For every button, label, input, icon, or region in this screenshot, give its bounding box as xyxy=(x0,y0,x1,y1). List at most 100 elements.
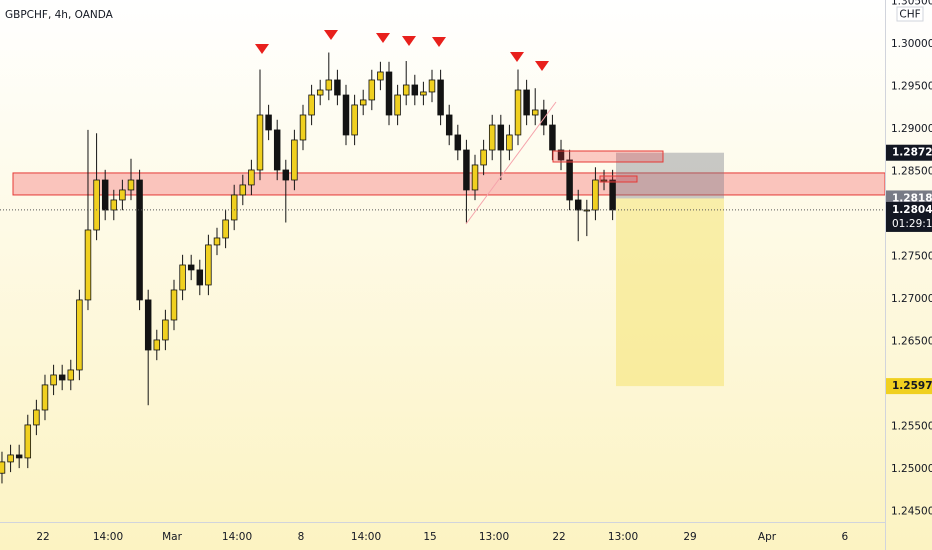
x-tick-label: 15 xyxy=(423,531,436,543)
candle-body xyxy=(600,179,608,182)
candle-body xyxy=(162,319,169,341)
x-tick-label: Apr xyxy=(758,531,777,543)
candle-body xyxy=(179,264,186,291)
candle-body xyxy=(230,194,238,221)
peak-marker xyxy=(535,61,549,71)
candle-body xyxy=(506,134,513,151)
supply-box xyxy=(552,150,664,163)
candle-body xyxy=(50,374,57,386)
candle-body xyxy=(592,179,599,211)
entry-label: 1.28183 xyxy=(892,192,932,204)
candle-body xyxy=(153,339,161,351)
candle-body xyxy=(110,199,118,211)
candle-body xyxy=(15,454,23,459)
candle-body xyxy=(445,114,453,136)
last-price-badge xyxy=(886,201,932,232)
candle-body xyxy=(308,94,315,116)
candle-body xyxy=(119,189,126,201)
candle-body xyxy=(101,179,109,211)
candle-body xyxy=(196,269,204,286)
candle-body xyxy=(67,369,75,381)
y-tick-label: 1.29500 xyxy=(891,81,932,93)
y-tick-label: 1.30000 xyxy=(891,38,932,50)
y-tick-label: 1.24500 xyxy=(891,505,932,517)
chart-title: GBPCHF, 4h, OANDA xyxy=(5,9,114,21)
candle-body xyxy=(394,94,401,116)
target-zone xyxy=(616,198,724,387)
candle-body xyxy=(170,289,178,321)
x-tick-label: 29 xyxy=(683,531,696,543)
candle-body xyxy=(265,114,272,131)
candle-body xyxy=(325,79,333,91)
y-tick-label: 1.27500 xyxy=(891,250,932,262)
supply-box xyxy=(599,175,638,183)
candle-body xyxy=(248,169,255,186)
candle-body xyxy=(33,409,40,426)
candle-body xyxy=(144,299,152,351)
candle-body xyxy=(531,109,539,116)
candle-body xyxy=(566,159,573,201)
currency-label: CHF xyxy=(899,9,920,21)
x-tick-label: 14:00 xyxy=(351,531,381,543)
y-tick-label: 1.26500 xyxy=(891,335,932,347)
last-price-label: 1.28048 xyxy=(892,204,932,216)
candle-body xyxy=(385,71,393,116)
candle-body xyxy=(213,237,221,246)
candle-body xyxy=(0,461,6,474)
x-tick-label: 14:00 xyxy=(222,531,252,543)
candle-body xyxy=(377,71,384,81)
candle-body xyxy=(420,91,427,96)
candle-body xyxy=(402,84,410,96)
trend-line xyxy=(465,101,557,225)
x-tick-label: Mar xyxy=(162,531,182,543)
candle-body xyxy=(291,139,298,181)
candle-body xyxy=(574,199,582,211)
candle-body xyxy=(342,94,350,136)
x-tick-label: 6 xyxy=(841,531,848,543)
candle-body xyxy=(471,164,479,191)
y-tick-label: 1.29000 xyxy=(891,123,932,135)
peak-marker xyxy=(324,30,338,40)
currency-box xyxy=(896,6,924,22)
candle-body xyxy=(497,124,505,151)
candle-body xyxy=(136,179,143,301)
countdown-label: 01:29:10 xyxy=(892,218,932,230)
x-tick-label: 14:00 xyxy=(93,531,123,543)
candle-body xyxy=(480,149,487,166)
candle-body xyxy=(359,99,367,106)
candle-body xyxy=(609,179,616,211)
candle-body xyxy=(351,104,358,136)
candle-body xyxy=(454,134,462,151)
candle-body xyxy=(583,209,591,212)
candle-body xyxy=(549,124,556,151)
candle-body xyxy=(368,79,376,101)
x-tick-label: 13:00 xyxy=(608,531,638,543)
candle-body xyxy=(437,79,444,116)
candle-body xyxy=(93,179,100,231)
peak-marker xyxy=(376,33,390,43)
candle-body xyxy=(523,89,530,116)
candle-body xyxy=(557,149,565,161)
peak-marker xyxy=(255,44,269,54)
x-tick-label: 13:00 xyxy=(479,531,509,543)
candle-body xyxy=(428,79,436,93)
candle-body xyxy=(316,89,324,96)
y-tick-label: 1.27000 xyxy=(891,293,932,305)
candle-body xyxy=(540,109,548,126)
candle-body xyxy=(76,299,83,371)
plot-area xyxy=(0,52,885,484)
candle-body xyxy=(222,219,229,239)
candle-body xyxy=(58,374,66,381)
candle-body xyxy=(488,124,496,151)
y-tick-label: 1.25000 xyxy=(891,463,932,475)
candle-body xyxy=(256,114,264,171)
target-badge xyxy=(886,378,932,395)
candle-body xyxy=(84,229,92,301)
candle-body xyxy=(273,129,281,171)
candle-body xyxy=(514,89,522,136)
candle-body xyxy=(239,184,247,196)
